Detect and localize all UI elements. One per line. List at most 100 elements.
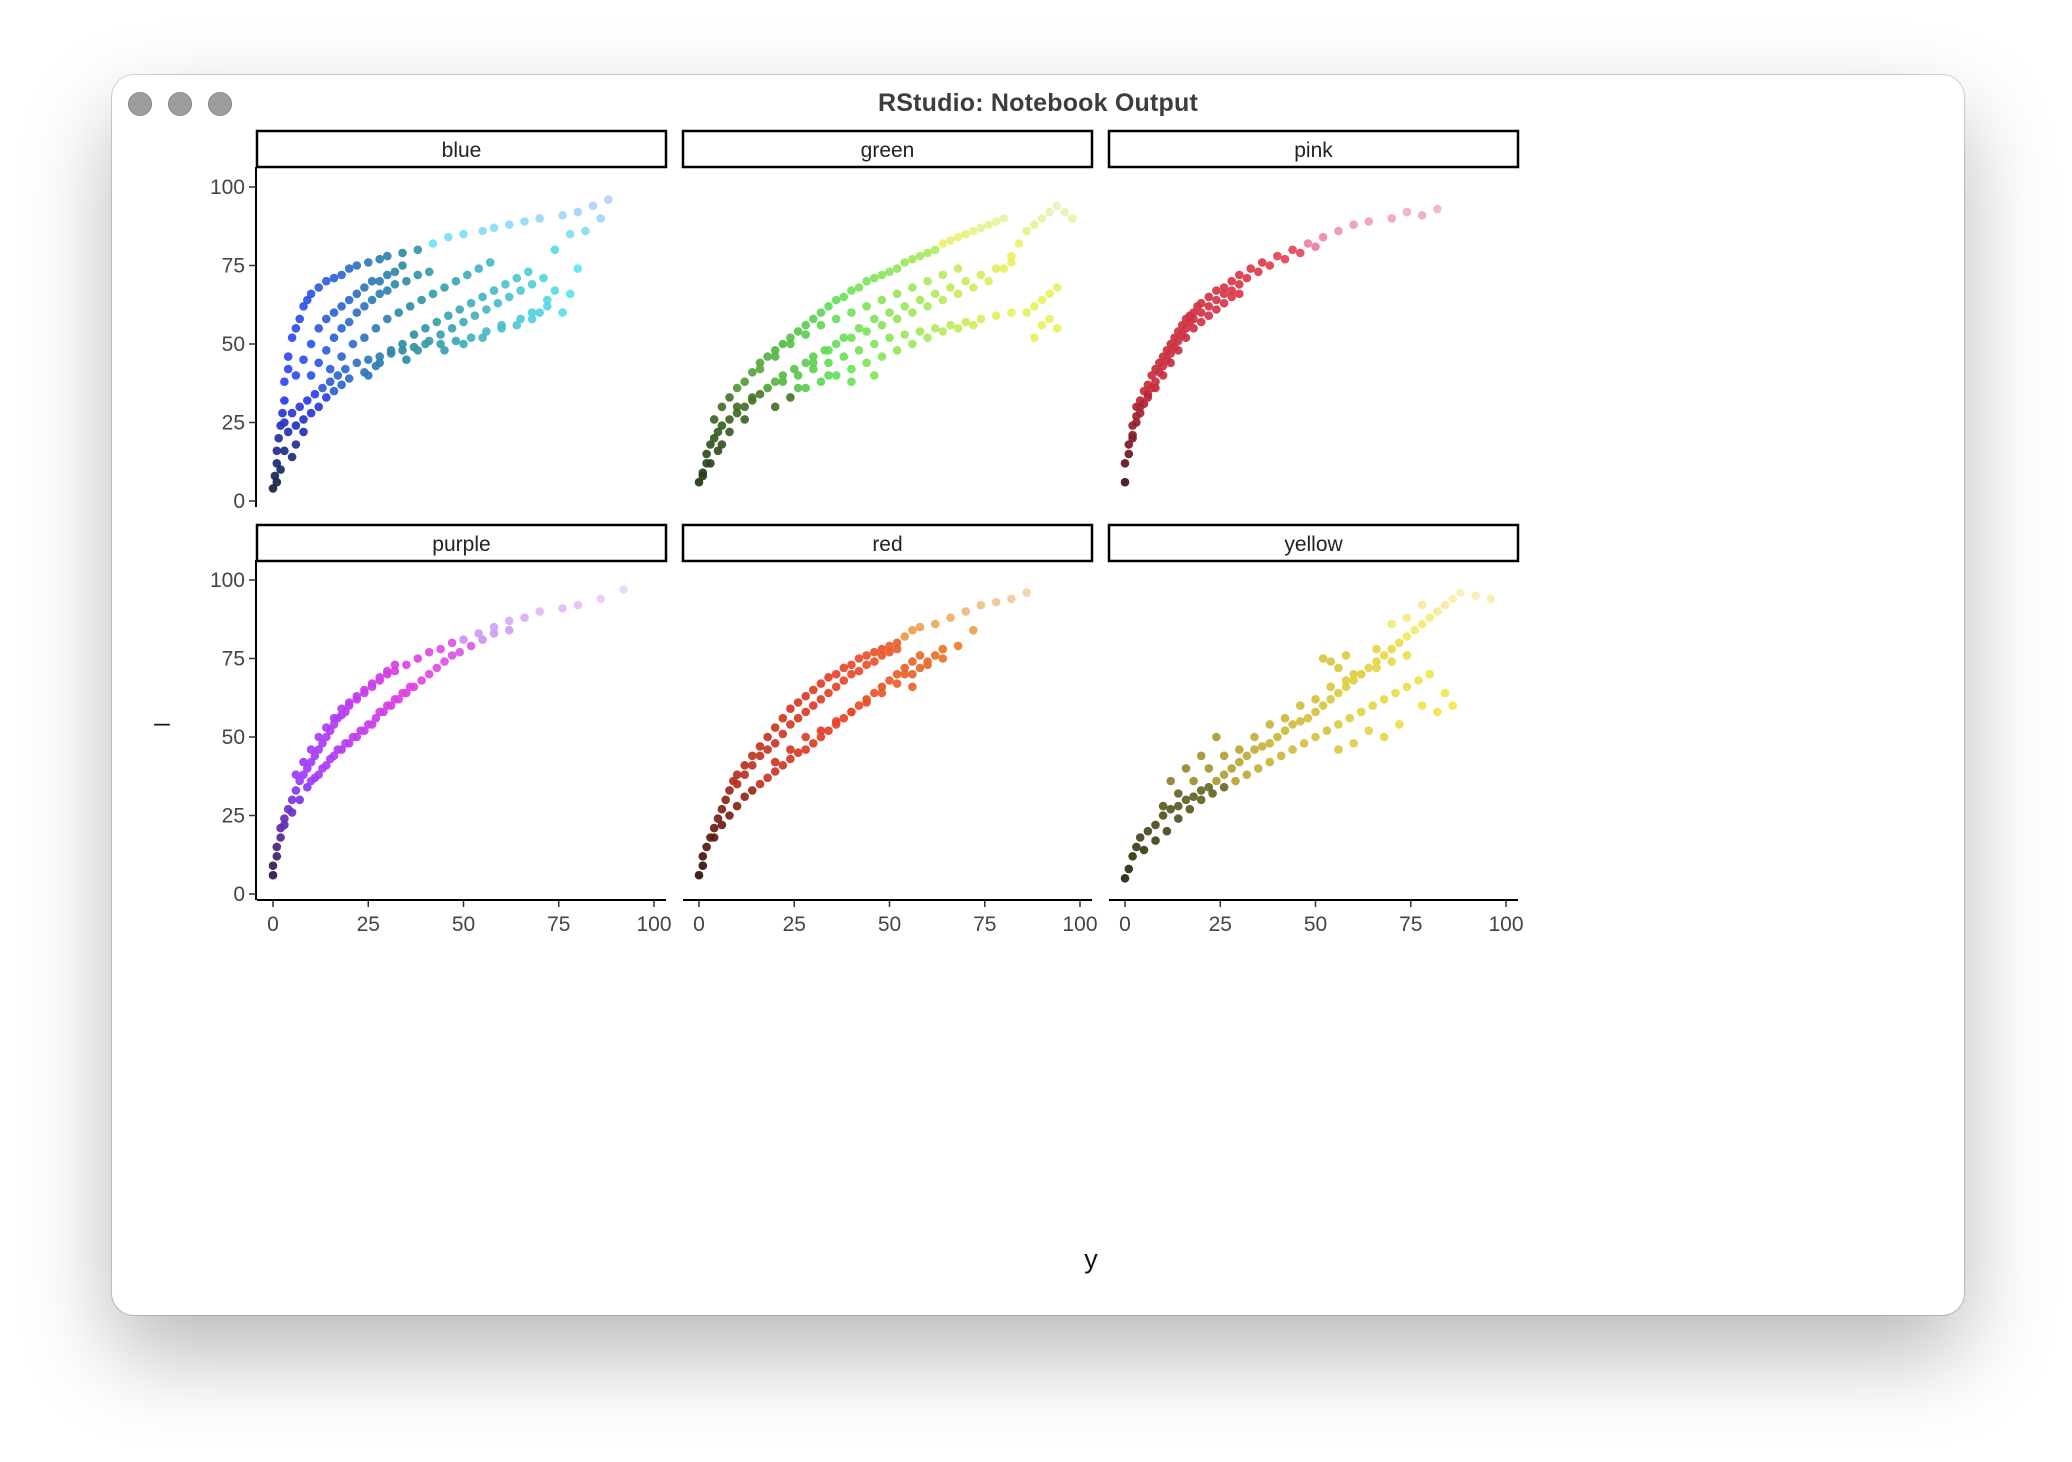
- data-point-green-153: [698, 471, 708, 481]
- data-point-green-102: [1045, 289, 1054, 299]
- maximize-window-button[interactable]: [208, 92, 232, 116]
- data-point-yellow-23: [1280, 726, 1290, 735]
- data-point-purple-78: [329, 713, 339, 723]
- data-point-purple-66: [440, 657, 449, 666]
- data-point-green-99: [1022, 308, 1031, 317]
- data-point-blue-95: [314, 358, 323, 368]
- data-point-blue-94: [306, 371, 316, 380]
- data-point-pink-38: [1364, 217, 1374, 226]
- data-point-pink-41: [1417, 211, 1427, 220]
- data-point-red-105: [862, 698, 871, 707]
- data-point-yellow-48: [1486, 594, 1496, 604]
- data-point-yellow-94: [1440, 688, 1450, 698]
- data-point-blue-71: [306, 408, 316, 418]
- data-point-blue-122: [474, 264, 484, 273]
- x-tick-label: 75: [1399, 913, 1422, 936]
- data-point-red-64: [870, 688, 879, 698]
- data-point-yellow-54: [1196, 795, 1206, 805]
- close-window-button[interactable]: [128, 92, 152, 116]
- data-point-blue-64: [543, 302, 552, 311]
- data-point-red-23: [824, 673, 833, 682]
- data-point-blue-76: [344, 374, 354, 383]
- data-point-pink-24: [1196, 298, 1206, 308]
- data-point-red-47: [740, 792, 749, 801]
- data-point-red-46: [732, 801, 742, 811]
- data-point-yellow-99: [1349, 739, 1358, 748]
- data-point-green-91: [900, 330, 909, 339]
- data-point-purple-41: [558, 604, 567, 613]
- data-point-green-15: [778, 371, 788, 380]
- data-point-purple-67: [447, 651, 457, 660]
- data-point-purple-8: [287, 795, 297, 805]
- data-point-blue-73: [322, 393, 331, 402]
- data-point-purple-0: [268, 870, 278, 880]
- titlebar: RStudio: Notebook Output: [112, 75, 1964, 131]
- data-point-blue-161: [550, 286, 560, 295]
- data-point-yellow-20: [1257, 742, 1267, 751]
- data-point-yellow-58: [1242, 770, 1252, 779]
- data-point-green-92: [915, 327, 925, 336]
- data-point-blue-58: [466, 333, 476, 343]
- facet-strip-purple: [255, 523, 668, 563]
- data-point-purple-39: [520, 613, 529, 622]
- data-point-purple-75: [306, 745, 316, 754]
- y-tick-label: 25: [222, 412, 245, 435]
- data-point-green-152: [706, 459, 715, 468]
- data-point-blue-66: [565, 289, 575, 299]
- data-point-blue-137: [512, 273, 522, 283]
- data-point-blue-69: [291, 421, 301, 430]
- data-point-blue-51: [375, 352, 385, 361]
- data-point-purple-76: [314, 732, 323, 742]
- data-point-yellow-107: [1387, 619, 1396, 629]
- data-point-green-34: [1022, 226, 1031, 236]
- data-point-blue-126: [386, 346, 396, 355]
- data-point-green-106: [1045, 314, 1054, 324]
- data-point-green-147: [923, 276, 932, 286]
- data-point-blue-53: [398, 346, 407, 355]
- data-point-green-14: [770, 377, 780, 387]
- data-point-blue-83: [322, 314, 331, 324]
- minimize-window-button[interactable]: [168, 92, 192, 116]
- data-point-purple-16: [318, 739, 327, 748]
- data-point-blue-68: [283, 427, 293, 437]
- data-point-pink-31: [1257, 258, 1267, 267]
- data-point-green-86: [824, 358, 833, 368]
- data-point-blue-20: [337, 270, 346, 280]
- data-point-green-119: [938, 327, 948, 336]
- data-point-green-118: [923, 333, 932, 343]
- data-point-pink-40: [1402, 207, 1412, 217]
- data-point-blue-72: [314, 402, 323, 412]
- data-point-purple-33: [436, 644, 445, 654]
- data-point-blue-62: [527, 314, 537, 324]
- data-point-blue-97: [329, 333, 339, 343]
- data-point-blue-157: [497, 320, 506, 330]
- data-point-red-11: [732, 770, 742, 779]
- data-point-pink-28: [1227, 276, 1236, 286]
- data-point-blue-57: [451, 336, 461, 346]
- data-point-green-58: [839, 292, 849, 302]
- data-point-pink-32: [1273, 251, 1282, 261]
- data-point-blue-144: [459, 317, 468, 327]
- data-point-yellow-104: [1341, 651, 1351, 660]
- data-point-red-76: [770, 739, 780, 748]
- data-point-red-40: [991, 597, 1001, 607]
- data-point-yellow-37: [1387, 644, 1396, 654]
- data-point-blue-32: [489, 223, 499, 233]
- data-point-yellow-43: [1433, 607, 1442, 616]
- data-point-yellow-76: [1174, 789, 1183, 798]
- data-point-red-94: [908, 682, 917, 692]
- data-point-blue-104: [383, 286, 392, 295]
- data-point-green-67: [908, 254, 917, 264]
- data-point-red-44: [717, 820, 727, 830]
- data-point-red-87: [854, 666, 864, 676]
- data-point-blue-124: [364, 371, 373, 380]
- data-point-purple-98: [390, 695, 400, 704]
- data-point-blue-140: [413, 346, 423, 355]
- data-point-red-107: [892, 679, 902, 688]
- data-point-yellow-105: [1349, 669, 1358, 679]
- data-point-purple-86: [390, 660, 400, 670]
- data-point-purple-40: [535, 607, 544, 616]
- data-point-red-17: [778, 713, 788, 723]
- data-point-green-8: [725, 415, 734, 424]
- data-point-pink-25: [1204, 292, 1214, 302]
